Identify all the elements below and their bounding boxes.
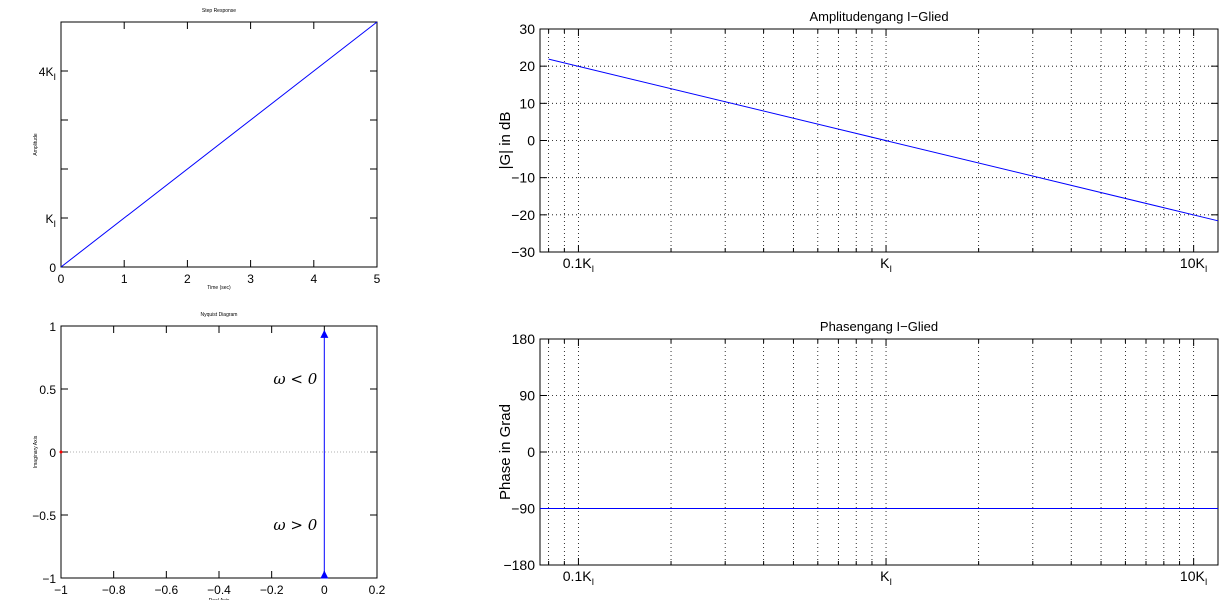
- axes-frame: [60, 21, 378, 268]
- x-tick-label-sub: I: [889, 264, 892, 274]
- x-tick-label: −0.8: [102, 583, 126, 597]
- chart-1: −1 −0.8 −0.6 −0.4 −0.2 0 0.2 −1 −0.5 0 0.5 1 Nyquist…: [32, 312, 385, 600]
- y-tick-label-sub: I: [53, 219, 56, 229]
- x-tick-label: 10KI: [1180, 568, 1207, 587]
- x-tick-label-sub: I: [889, 577, 892, 587]
- y-tick-label: −0.5: [32, 509, 56, 523]
- x-tick-label-main: 0.1K: [563, 568, 592, 584]
- chart-title: Nyquist Diagram: [201, 312, 238, 318]
- x-axis-label: Real Axis: [209, 598, 230, 600]
- x-tick-label-main: K: [880, 255, 890, 271]
- y-axis-label: Amplitude: [33, 133, 39, 155]
- y-tick-label: 0: [527, 133, 535, 149]
- x-tick-label: KI: [880, 255, 892, 274]
- chart-title: Amplitudengang I−Glied: [809, 9, 948, 24]
- omega-annotation: ω < 0: [273, 370, 317, 388]
- x-tick-label: −0.2: [260, 583, 284, 597]
- y-tick-label: KI: [45, 212, 56, 229]
- y-tick-label: −1: [42, 572, 56, 586]
- y-tick-label: 0: [527, 444, 535, 460]
- x-tick-label: 10KI: [1180, 255, 1207, 274]
- y-tick-label: −30: [511, 244, 535, 260]
- y-tick-label-sub: I: [53, 72, 56, 82]
- axes-frame: [60, 325, 378, 579]
- x-tick-label-main: K: [880, 568, 890, 584]
- y-tick-label-main: K: [45, 212, 53, 226]
- x-tick-label: 0.1KI: [563, 255, 594, 274]
- x-tick-label: −1: [54, 583, 68, 597]
- chart-2: 0.1KI KI 10KI−30−20−100102030Amplitudengan…: [497, 9, 1219, 274]
- x-tick-label: 3: [247, 272, 254, 286]
- series-line: [548, 58, 1219, 222]
- x-tick-label: 5: [374, 272, 381, 286]
- x-tick-label: 4: [310, 272, 317, 286]
- x-tick-label: 0.2: [369, 583, 386, 597]
- x-tick-label-sub: I: [1205, 264, 1208, 274]
- y-tick-label: 0: [49, 261, 56, 275]
- y-tick-label: −10: [511, 170, 535, 186]
- y-tick-label-main: 4K: [39, 65, 54, 79]
- x-tick-label-main: 10K: [1180, 568, 1206, 584]
- y-axis-label: |G| in dB: [497, 112, 514, 170]
- y-tick-label: −180: [503, 557, 535, 573]
- x-tick-label: 0: [321, 583, 328, 597]
- y-tick-label: 0: [49, 446, 56, 460]
- y-tick-label: 10: [519, 95, 535, 111]
- x-tick-label-sub: I: [592, 264, 595, 274]
- omega-annotation: ω > 0: [273, 516, 317, 534]
- x-tick-label-sub: I: [592, 577, 595, 587]
- y-tick-label: 0.5: [39, 383, 56, 397]
- x-tick-label: −0.4: [207, 583, 231, 597]
- x-tick-label-sub: I: [1205, 577, 1208, 587]
- y-tick-label: 180: [512, 331, 536, 347]
- y-tick-label: 1: [49, 320, 56, 334]
- y-axis-label: Phase in Grad: [497, 404, 514, 500]
- y-tick-label: 90: [519, 388, 535, 404]
- y-tick-label-main: 0: [49, 261, 56, 275]
- x-axis-label: Time (sec): [207, 285, 231, 291]
- x-tick-label: 2: [184, 272, 191, 286]
- x-tick-label: −0.6: [154, 583, 178, 597]
- y-tick-label: −20: [511, 207, 535, 223]
- x-tick-label: 1: [121, 272, 128, 286]
- chart-title: Phasengang I−Glied: [820, 319, 938, 334]
- y-tick-label: 4KI: [39, 65, 56, 82]
- y-axis-label: Imaginary Axis: [33, 435, 39, 468]
- critical-point-marker: [59, 450, 63, 454]
- chart-title: Step Response: [202, 8, 236, 14]
- arrow-marker-bottom: [320, 570, 329, 579]
- arrow-marker-up: [320, 329, 329, 338]
- x-tick-label: KI: [880, 568, 892, 587]
- y-tick-label: −90: [511, 501, 535, 517]
- y-tick-label: 20: [519, 58, 535, 74]
- x-tick-label: 0: [58, 272, 65, 286]
- x-tick-label: 0.1KI: [563, 568, 594, 587]
- series-line: [60, 21, 378, 268]
- x-tick-label-main: 0.1K: [563, 255, 592, 271]
- x-tick-label-main: 10K: [1180, 255, 1206, 271]
- y-tick-label: 30: [519, 21, 535, 37]
